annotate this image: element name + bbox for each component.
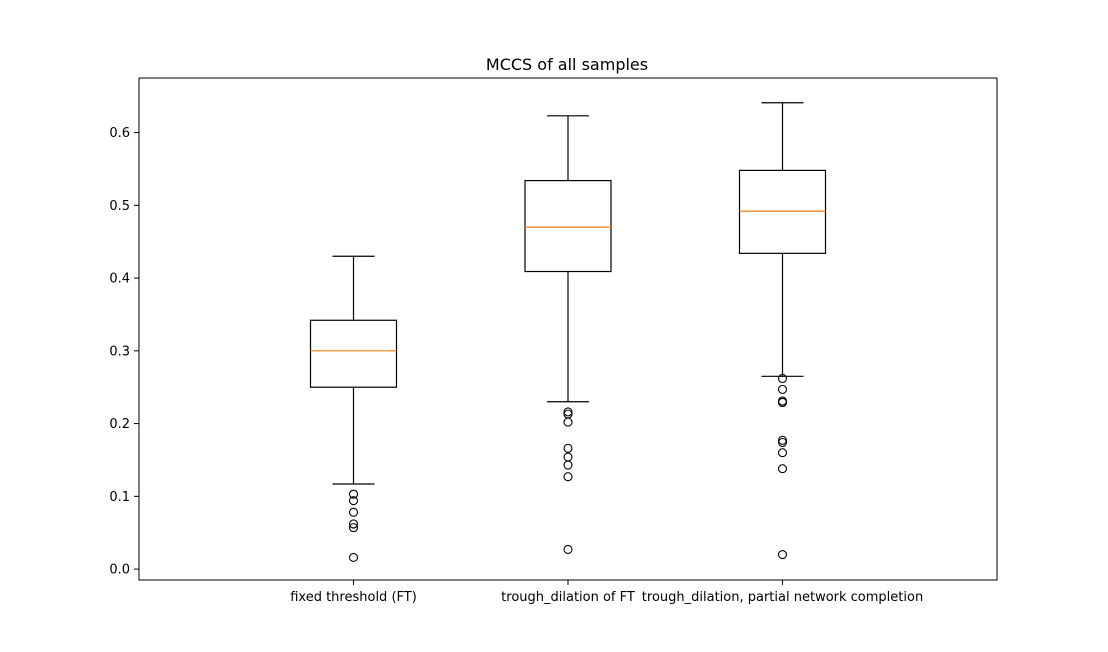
- iqr-box: [309, 319, 398, 388]
- outlier-point: [563, 544, 573, 554]
- x-tick-label: fixed threshold (FT): [290, 590, 417, 605]
- chart-title: MCCS of all samples: [486, 55, 648, 74]
- x-tick-label: trough_dilation of FT: [501, 590, 635, 605]
- outlier-point: [348, 489, 359, 499]
- y-tick-label: 0.2: [109, 417, 130, 432]
- outlier-point: [563, 417, 573, 427]
- y-tick-label: 0.4: [109, 272, 130, 287]
- outlier-point: [348, 552, 359, 562]
- y-tick-label: 0.6: [109, 126, 130, 141]
- x-tick-label: trough_dilation, partial network complet…: [642, 590, 923, 605]
- outlier-point: [777, 464, 788, 474]
- y-tick-label: 0.0: [109, 563, 130, 578]
- outlier-point: [563, 443, 573, 453]
- iqr-box: [524, 179, 612, 273]
- outlier-point: [777, 437, 788, 448]
- plot-area: 0.0 0.1 0.2 0.3 0.4 0.5 0.6 fixed threshold (FT…: [109, 77, 998, 605]
- outlier-point: [777, 549, 788, 560]
- outlier-point: [348, 507, 359, 517]
- outlier-point: [777, 384, 788, 394]
- outlier-point: [348, 519, 359, 529]
- outlier-point: [348, 523, 359, 533]
- y-tick-label: 0.3: [109, 344, 130, 359]
- y-tick-label: 0.1: [109, 490, 130, 505]
- outlier-point: [777, 373, 788, 384]
- iqr-box: [738, 169, 827, 254]
- axes-frame: [138, 77, 998, 581]
- outlier-point: [777, 448, 788, 458]
- outlier-point: [348, 496, 359, 506]
- outlier-point: [777, 397, 788, 408]
- outlier-point: [563, 460, 573, 470]
- outlier-point: [563, 407, 573, 417]
- outlier-point: [563, 472, 573, 482]
- y-tick-label: 0.5: [109, 199, 130, 214]
- outlier-point: [563, 452, 573, 462]
- outlier-point: [777, 435, 788, 445]
